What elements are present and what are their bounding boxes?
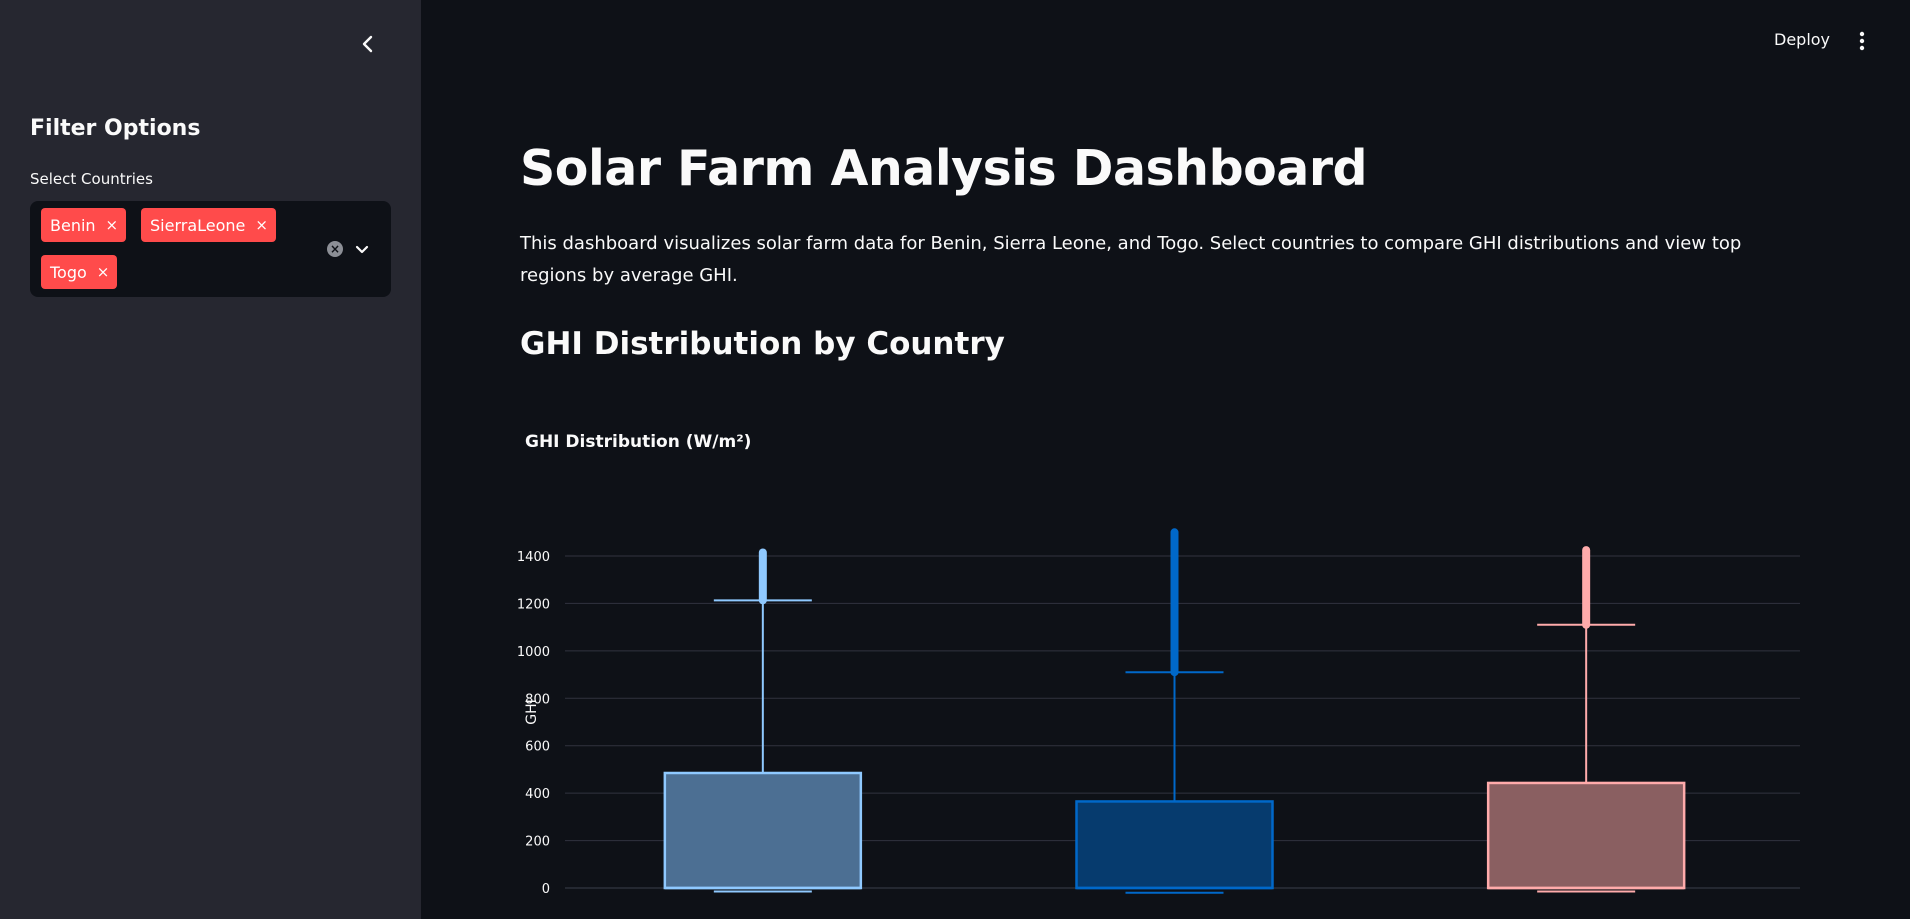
dropdown-toggle[interactable] xyxy=(352,239,372,259)
y-tick-label: 800 xyxy=(525,692,550,707)
tag-label: SierraLeone xyxy=(150,215,246,235)
y-tick-label: 400 xyxy=(525,787,550,802)
tag-togo: Togo × xyxy=(41,255,118,289)
main-menu-button[interactable] xyxy=(1852,28,1872,54)
intro-text: This dashboard visualizes solar farm dat… xyxy=(520,233,1742,286)
select-countries-label: Select Countries xyxy=(30,170,153,188)
y-tick-label: 1200 xyxy=(517,597,550,612)
y-tick-label: 200 xyxy=(525,835,550,850)
more-vertical-icon xyxy=(1859,31,1865,51)
y-axis-label: GHI xyxy=(524,699,540,725)
box-body xyxy=(663,771,863,890)
page-title: Solar Farm Analysis Dashboard xyxy=(520,140,1368,197)
box-sierraleone xyxy=(1075,528,1274,894)
deploy-button[interactable]: Deploy xyxy=(1774,30,1831,49)
remove-benin-button[interactable]: × xyxy=(105,216,119,234)
box-benin xyxy=(663,548,863,893)
clear-all-icon[interactable]: × xyxy=(327,241,343,257)
box-togo xyxy=(1486,546,1686,893)
sidebar: Filter Options Select Countries Benin × … xyxy=(0,0,421,919)
y-tick-label: 600 xyxy=(525,740,550,755)
tag-benin: Benin × xyxy=(41,208,127,242)
box-series xyxy=(663,528,1686,894)
remove-sierraleone-button[interactable]: × xyxy=(255,216,268,234)
tag-label: Benin xyxy=(50,215,96,235)
y-tick-label: 1000 xyxy=(517,645,550,660)
ghi-box-plot: 0 200 400 600 800 1000 1200 1400 GHI xyxy=(517,528,1800,897)
chevron-left-icon xyxy=(362,35,373,53)
chevron-down-icon xyxy=(355,245,369,254)
box-body xyxy=(1486,781,1686,890)
y-tick-labels: 0 200 400 600 800 1000 1200 1400 xyxy=(517,550,550,897)
collapse-sidebar-button[interactable] xyxy=(356,32,380,56)
box-body xyxy=(1075,800,1274,890)
tag-label: Togo xyxy=(50,262,87,282)
remove-togo-button[interactable]: × xyxy=(96,263,110,281)
y-tick-label: 0 xyxy=(542,882,550,897)
chart-title: GHI Distribution (W/m²) xyxy=(525,432,752,452)
sidebar-heading: Filter Options xyxy=(30,116,201,141)
section-title: GHI Distribution by Country xyxy=(520,326,1005,362)
country-multiselect[interactable]: Benin × SierraLeone × Togo × × xyxy=(30,201,391,297)
y-tick-label: 1400 xyxy=(517,550,550,565)
tag-sierraleone: SierraLeone × xyxy=(141,208,276,242)
